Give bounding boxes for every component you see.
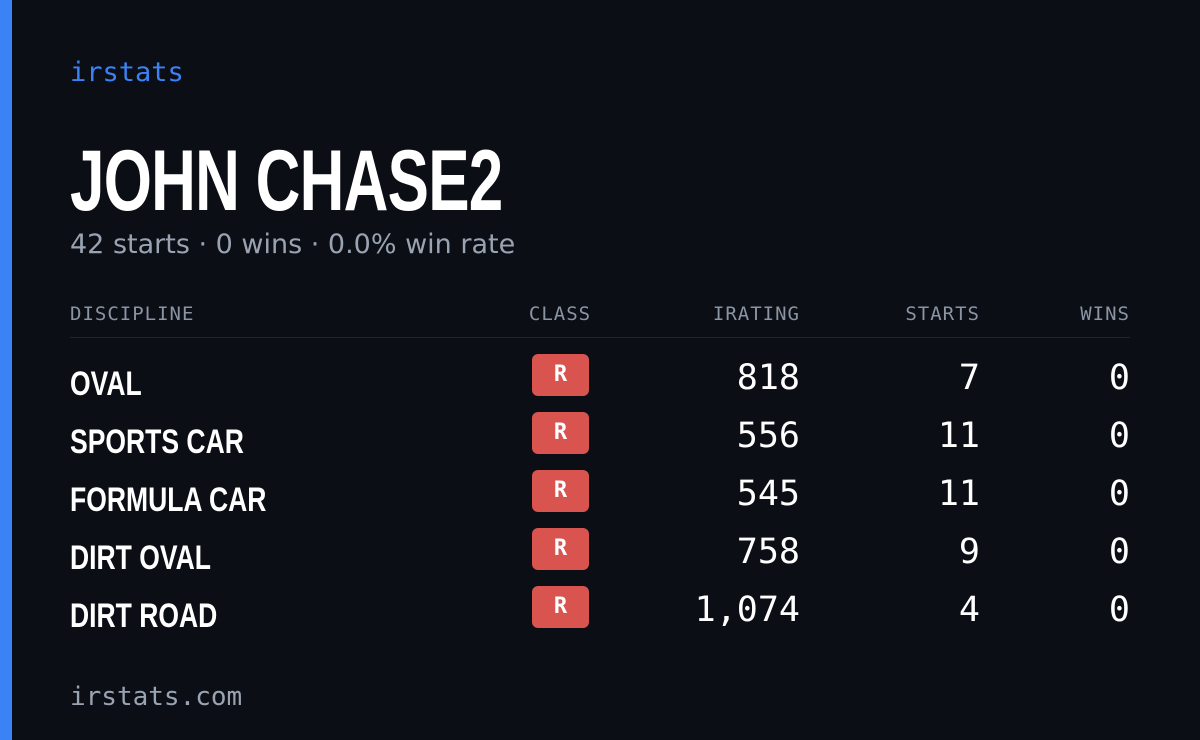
header-rule: [70, 337, 1130, 338]
irating-value: 1,074: [694, 590, 800, 630]
class-badge: R: [532, 354, 589, 396]
starts-value: 9: [958, 532, 980, 572]
column-header: WINS: [1080, 303, 1130, 325]
column-header: IRATING: [712, 303, 800, 325]
class-badge: R: [532, 470, 589, 512]
starts-value: 4: [958, 590, 980, 630]
starts-value: 11: [937, 474, 980, 514]
discipline-name: DIRT OVAL: [70, 539, 211, 577]
discipline-name: OVAL: [70, 365, 142, 403]
driver-name: JOHN CHASE2: [70, 133, 503, 229]
irating-value: 758: [736, 532, 800, 572]
wins-value: 0: [1108, 590, 1130, 630]
starts-value: 7: [958, 358, 980, 398]
accent-stripe: [0, 0, 12, 740]
wins-value: 0: [1108, 474, 1130, 514]
discipline-name: SPORTS CAR: [70, 423, 244, 461]
column-header: CLASS: [528, 303, 592, 325]
footer: irstats.com: [70, 682, 243, 712]
wins-value: 0: [1108, 532, 1130, 572]
column-header: DISCIPLINE: [70, 303, 195, 325]
irating-value: 556: [736, 416, 800, 456]
brand: irstats: [70, 57, 184, 88]
starts-value: 11: [937, 416, 980, 456]
irating-value: 545: [736, 474, 800, 514]
irating-value: 818: [736, 358, 800, 398]
class-badge: R: [532, 412, 589, 454]
discipline-name: FORMULA CAR: [70, 481, 267, 519]
wins-value: 0: [1108, 416, 1130, 456]
class-badge: R: [532, 586, 589, 628]
driver-summary: 42 starts · 0 wins · 0.0% win rate: [70, 229, 516, 260]
column-header: STARTS: [905, 303, 980, 325]
class-badge: R: [532, 528, 589, 570]
discipline-name: DIRT ROAD: [70, 597, 218, 635]
wins-value: 0: [1108, 358, 1130, 398]
